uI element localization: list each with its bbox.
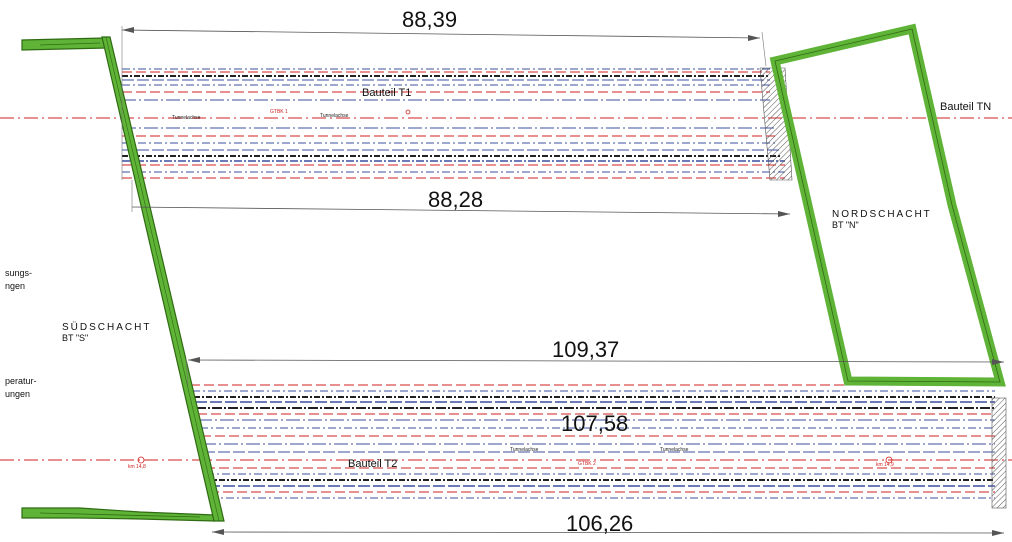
tunnelachse-t1-a: Tunnelachse bbox=[172, 115, 201, 121]
label-bauteil-t2: Bauteil T2 bbox=[348, 458, 397, 470]
nordschacht-outline bbox=[769, 23, 1006, 387]
dim-label-bottom-mid: 107,58 bbox=[561, 411, 628, 436]
km-label-left: km 14,8 bbox=[128, 464, 146, 470]
dim-label-top-upper: 88,39 bbox=[402, 7, 457, 32]
dim-line-bottom-upper bbox=[185, 357, 1005, 387]
tunnel-t2-lines bbox=[190, 384, 995, 499]
tunnel-t1-lines bbox=[122, 68, 785, 179]
dim-label-top-lower: 88,28 bbox=[428, 187, 483, 212]
tube-label-t1: GTBK 1 bbox=[270, 109, 288, 115]
left-text-1b: ngen bbox=[5, 281, 25, 291]
label-bauteil-t1: Bauteil T1 bbox=[362, 87, 411, 99]
left-text-1a: sungs- bbox=[5, 268, 32, 278]
label-suedschacht-bt: BT "S" bbox=[62, 333, 88, 343]
pipe-bottom-left bbox=[21, 507, 215, 522]
tunnelachse-t2-a: Tunnelachse bbox=[510, 447, 539, 453]
dim-line-top-upper bbox=[121, 26, 767, 180]
left-text-2a: peratur- bbox=[5, 376, 37, 386]
suedschacht-wall bbox=[101, 36, 225, 522]
km-marker-t1 bbox=[405, 109, 411, 115]
km-marker-left bbox=[137, 456, 145, 464]
label-nordschacht: NORDSCHACHT bbox=[832, 209, 932, 220]
left-text-2b: ungen bbox=[5, 389, 30, 399]
dim-line-top-lower bbox=[131, 180, 791, 217]
label-bauteil-tn: Bauteil TN bbox=[940, 101, 991, 113]
dim-label-bottom-lower: 106,26 bbox=[566, 511, 633, 536]
km-marker-right bbox=[885, 456, 893, 464]
label-nordschacht-bt: BT "N" bbox=[832, 220, 859, 230]
tunnelachse-t2-b: Tunnelachse bbox=[660, 447, 689, 453]
dim-label-bottom-upper: 109,37 bbox=[552, 337, 619, 362]
tunnel-t2-end-hatch bbox=[991, 397, 1007, 509]
dim-line-bottom-lower bbox=[211, 529, 1005, 536]
tube-label-t2: GTBK 2 bbox=[578, 461, 596, 467]
km-label-right: km 14,9 bbox=[876, 462, 894, 468]
tunnelachse-t1-b: Tunnelachse bbox=[320, 113, 349, 119]
label-suedschacht: SÜDSCHACHT bbox=[62, 321, 151, 333]
